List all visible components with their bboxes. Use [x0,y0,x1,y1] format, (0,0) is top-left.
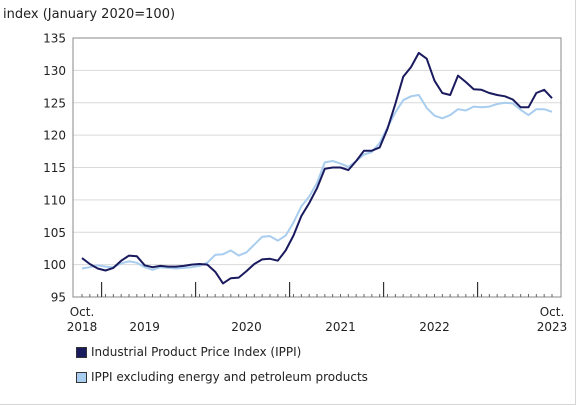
line-chart: index (January 2020=100) 95 100 105 110 115 1… [3,7,568,334]
legend-item-ippi-excl-energy: IPPI excluding energy and petroleum prod… [76,370,368,384]
y-tick-label-105: 105 [43,226,66,240]
series-line-ippi [81,51,553,285]
y-tick-label-110: 110 [43,193,66,207]
gridlines [73,69,561,266]
legend-swatch-ippi-excl-energy [76,371,87,383]
y-tick-label-100: 100 [43,258,66,272]
y-tick-label-125: 125 [43,96,66,110]
y-tick-label-95: 95 [51,291,66,305]
series-line-ippi-excl-energy [81,94,553,271]
x-tick-label: Oct. [540,305,565,319]
legend-label-ippi-excl-energy: IPPI excluding energy and petroleum prod… [91,370,368,384]
y-tick-label-135: 135 [43,32,66,46]
x-tick-label: Oct. [70,305,95,319]
x-tick-label: 2019 [129,320,160,334]
x-tick-label: 2020 [231,320,262,334]
y-axis-label: index (January 2020=100) [3,7,175,22]
y-tick-label-115: 115 [43,161,66,175]
x-tick-label: 2021 [325,320,356,334]
x-tick-label: 2022 [419,320,450,334]
legend-label-ippi: Industrial Product Price Index (IPPI) [91,345,302,359]
x-tick-label: 2023 [537,320,568,334]
legend-swatch-ippi [76,346,87,358]
x-tick-label: 2018 [67,320,98,334]
legend-item-ippi: Industrial Product Price Index (IPPI) [76,345,301,359]
series-lines [81,51,553,285]
y-tick-labels: 95 100 105 110 115 120 125 130 135 [43,32,66,305]
y-tick-label-130: 130 [43,64,66,78]
y-tick-label-120: 120 [43,129,66,143]
